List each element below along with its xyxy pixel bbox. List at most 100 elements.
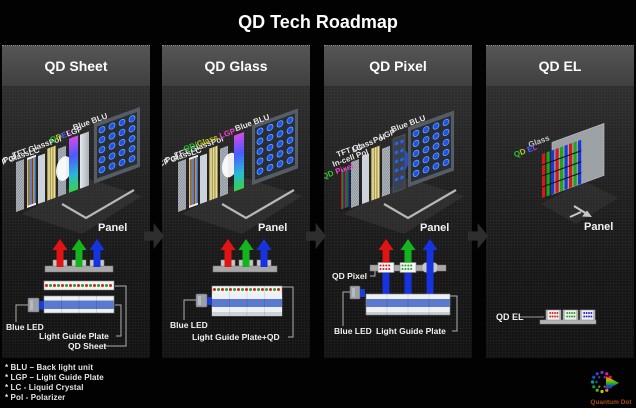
layer-stack [178,108,298,212]
blue-led-label: Blue LED [170,320,208,330]
qd-sheet-light-diagram: Blue LED Light Guide Plate QD Sheet [6,239,127,351]
panel-header-qd-glass: QD Glass [162,45,310,86]
footnote-lgp: * LGP – Light Guide Plate [5,373,104,382]
blue-led-label: Blue LED [6,322,44,332]
layer-blue-blu [252,108,298,186]
qd-el-blue-block [579,309,596,321]
panel-label: Panel [258,222,287,234]
layer-blue-blu [94,106,140,184]
panel-label: Panel [420,222,449,234]
layer-qd-glass-lgp [234,131,244,192]
lgp-leader-line [450,295,458,332]
lgp-leader-line [115,304,122,337]
panel-bracket [383,189,457,220]
lgp-label: Light Guide Plate [376,326,446,336]
green-qd-pixel [399,262,417,273]
qd-el-red-block [545,309,562,321]
qd-glass-exploded-diagram: Pol CF Glass LC TFT Glass Pol QD/Glass L… [162,108,302,234]
green-light-arrow [71,239,87,267]
layer-qdef [69,135,78,193]
qd-el-diagram: QD EL [496,309,597,325]
floor-shadow [22,178,142,234]
label-qd-el: QD EL [513,142,539,159]
label-pol-front: Pol [2,152,17,165]
label-lc: LC [190,145,203,157]
layer-stack [542,123,605,198]
panel-bracket [61,189,135,220]
floor-shadow [182,178,302,234]
panel-qd-sheet: QD Sheet [2,45,150,358]
green-light-arrow [238,239,254,267]
layer-lc [38,153,45,204]
red-qd-pixel [377,262,395,273]
floor-shadow [541,181,618,224]
red-light-arrow [52,239,68,267]
label-pol-mid: Pol [48,134,63,147]
blue-light-arrow [89,239,105,267]
qd-sheet-exploded-diagram: Pol CF Glass LC TFT Glass Pol QDEF LGP B… [2,106,142,234]
panel-header-qd-pixel: QD Pixel [324,45,472,86]
panel-header-qd-sheet: QD Sheet [2,45,150,86]
green-light-arrow [400,239,416,263]
page-title: QD Tech Roadmap [238,11,398,32]
quantum-dot-logo: Quantum Dot [590,370,632,406]
lgp-qd-leader-line [282,286,294,338]
footnote-pol: * Pol - Polarizer [5,393,66,402]
red-light-arrow [378,239,394,263]
layer-lgp [80,131,89,189]
blue-led [27,297,44,313]
light-guide-plate [43,295,115,314]
qd-el-green-block [562,309,579,321]
layer-qd-el-stripes [542,139,582,198]
layer-cf-glass [189,154,198,208]
layer-lc [200,153,207,204]
layer-polarizer [382,145,390,197]
layer-stack [340,110,454,212]
light-guide-plate [365,293,451,316]
logo-text: Quantum Dot [590,399,632,406]
label-lc: LC [351,142,364,154]
layer-cf-glass [27,154,36,208]
footnote-blu: * BLU – Back light unit [5,363,94,372]
layer-polarizer-front [16,159,24,212]
lgp-label: Light Guide Plate [39,331,109,341]
label-pol-mid: Pol [210,134,225,147]
lgp-qd-label: Light Guide Plate+QD [192,332,280,342]
layer-blue-blu [408,110,454,188]
layer-stack [16,106,140,212]
panel-qd-glass: QD Glass [162,45,310,358]
panel-bracket [221,189,295,220]
layer-qd-pixel [340,164,349,212]
blue-shaft-1 [382,272,390,294]
light-guide-plate-qd-block [211,285,283,317]
qd-sheet-label: QD Sheet [68,341,106,351]
floor-shadow [344,178,464,234]
layer-polarizer-front [178,159,186,212]
blue-light-arrow [422,239,438,294]
layer-lc [362,153,369,204]
label-qdef: QDEF [49,128,73,144]
led-leader-line [342,291,350,326]
label-pol-front: Pol [164,152,179,165]
qd-sheet-leader-line [105,285,127,347]
blue-led-label: Blue LED [334,326,372,336]
panel-arrow [569,205,592,218]
layer-lgp [392,133,406,194]
blue-led [195,293,212,308]
panel-label: Panel [584,221,613,233]
light-emission [56,156,72,181]
logo-swirl-icon [590,370,619,394]
led-leader-line [183,299,196,320]
panel-label: Panel [98,222,127,234]
layer-tft-glass [209,145,218,201]
layer-incell-pol [351,159,359,208]
blue-light-arrow [256,239,272,267]
panel-header-qd-el: QD EL [486,45,634,86]
blue-shaft-2 [404,272,412,294]
footnotes: * BLU – Back light unit * LGP – Light Gu… [5,363,104,403]
panel-qd-pixel: QD Pixel [324,45,472,358]
led-leader-line [15,304,28,322]
qd-pixel-leader-line [370,271,376,277]
blue-led [349,285,365,300]
label-pol: Pol [372,132,387,145]
